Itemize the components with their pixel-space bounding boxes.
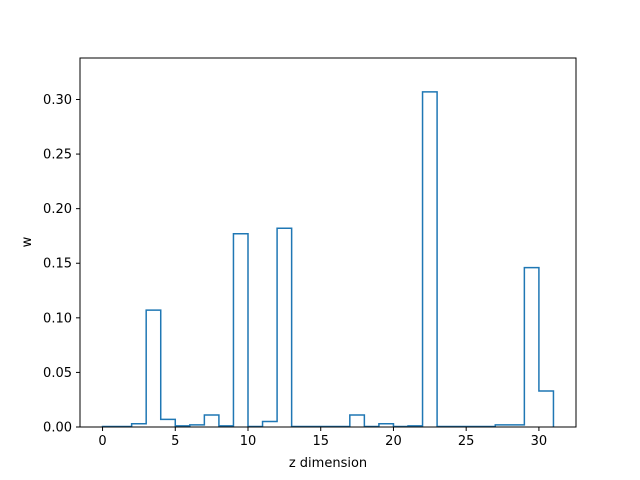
x-axis-ticks: 0 5 10 15 20 25 30 (98, 427, 547, 449)
y-tick-label: 0.25 (43, 148, 72, 163)
y-tick-label: 0.05 (43, 366, 72, 381)
x-tick-label: 10 (240, 434, 257, 449)
plot-area (79, 57, 577, 428)
x-tick-label: 15 (312, 434, 329, 449)
x-tick-label: 20 (385, 434, 402, 449)
x-tick-label: 0 (98, 434, 106, 449)
y-tick-label: 0.30 (43, 93, 72, 108)
x-axis-label: z dimension (289, 456, 367, 471)
y-tick-label: 0.10 (43, 311, 72, 326)
x-tick-label: 5 (171, 434, 179, 449)
y-axis-ticks: 0.00 0.05 0.10 0.15 0.20 0.25 0.30 (43, 93, 80, 436)
y-tick-label: 0.20 (43, 202, 72, 217)
histogram-step-outline (101, 91, 555, 428)
y-axis-label: w (20, 236, 35, 247)
y-tick-label: 0.00 (43, 421, 72, 436)
x-tick-label: 30 (531, 434, 548, 449)
y-tick-label: 0.15 (43, 257, 72, 272)
x-tick-label: 25 (458, 434, 475, 449)
axes-frame (79, 57, 577, 428)
